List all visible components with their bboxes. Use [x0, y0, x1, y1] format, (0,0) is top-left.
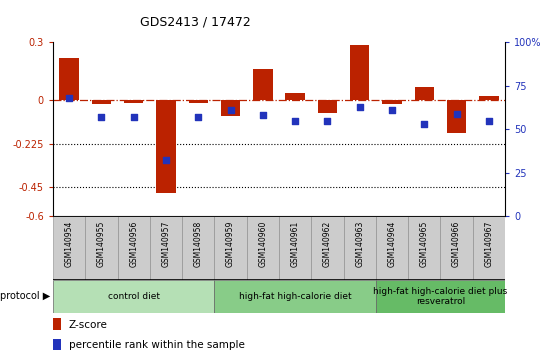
Text: GSM140967: GSM140967 — [484, 221, 493, 267]
Bar — [214, 280, 376, 313]
Bar — [311, 216, 344, 280]
Point — [226, 107, 235, 113]
Point — [387, 107, 396, 113]
Bar — [221, 100, 240, 116]
Text: GSM140957: GSM140957 — [161, 221, 171, 267]
Bar — [350, 45, 369, 100]
Bar — [408, 216, 440, 280]
Bar — [53, 318, 61, 330]
Bar — [182, 216, 214, 280]
Point — [323, 118, 332, 124]
Point — [194, 114, 203, 120]
Text: control diet: control diet — [108, 292, 160, 301]
Text: GSM140963: GSM140963 — [355, 221, 364, 267]
Text: high-fat high-calorie diet plus
resveratrol: high-fat high-calorie diet plus resverat… — [373, 287, 508, 306]
Text: GSM140964: GSM140964 — [387, 221, 397, 267]
Text: high-fat high-calorie diet: high-fat high-calorie diet — [239, 292, 352, 301]
Text: GSM140956: GSM140956 — [129, 221, 138, 267]
Point — [162, 158, 171, 163]
Text: GSM140960: GSM140960 — [258, 221, 267, 267]
Bar — [279, 216, 311, 280]
Text: percentile rank within the sample: percentile rank within the sample — [69, 340, 245, 350]
Bar — [118, 216, 150, 280]
Text: protocol ▶: protocol ▶ — [0, 291, 50, 302]
Bar — [286, 93, 305, 100]
Text: GSM140966: GSM140966 — [452, 221, 461, 267]
Point — [484, 118, 493, 124]
Text: GSM140955: GSM140955 — [97, 221, 106, 267]
Bar — [447, 100, 466, 133]
Bar — [376, 280, 505, 313]
Bar — [376, 216, 408, 280]
Bar — [53, 216, 85, 280]
Text: GSM140954: GSM140954 — [65, 221, 74, 267]
Bar — [53, 280, 214, 313]
Bar — [440, 216, 473, 280]
Point — [420, 121, 429, 127]
Bar — [344, 216, 376, 280]
Text: GSM140962: GSM140962 — [323, 221, 332, 267]
Bar — [479, 96, 498, 100]
Point — [97, 114, 106, 120]
Bar — [214, 216, 247, 280]
Text: GSM140965: GSM140965 — [420, 221, 429, 267]
Text: Z-score: Z-score — [69, 320, 108, 330]
Point — [65, 95, 74, 101]
Bar — [156, 100, 176, 193]
Text: GSM140961: GSM140961 — [291, 221, 300, 267]
Point — [452, 111, 461, 116]
Point — [129, 114, 138, 120]
Bar — [53, 338, 61, 350]
Bar — [318, 100, 337, 113]
Bar — [150, 216, 182, 280]
Point — [258, 113, 267, 118]
Point — [291, 118, 300, 124]
Bar — [415, 87, 434, 100]
Text: GSM140959: GSM140959 — [226, 221, 235, 267]
Text: GSM140958: GSM140958 — [194, 221, 203, 267]
Bar — [382, 100, 402, 104]
Bar — [473, 216, 505, 280]
Bar — [253, 69, 272, 100]
Bar — [60, 58, 79, 100]
Bar — [247, 216, 279, 280]
Point — [355, 104, 364, 109]
Bar — [189, 100, 208, 103]
Text: GDS2413 / 17472: GDS2413 / 17472 — [140, 15, 250, 28]
Bar — [124, 100, 143, 103]
Bar — [85, 216, 118, 280]
Bar — [92, 100, 111, 104]
